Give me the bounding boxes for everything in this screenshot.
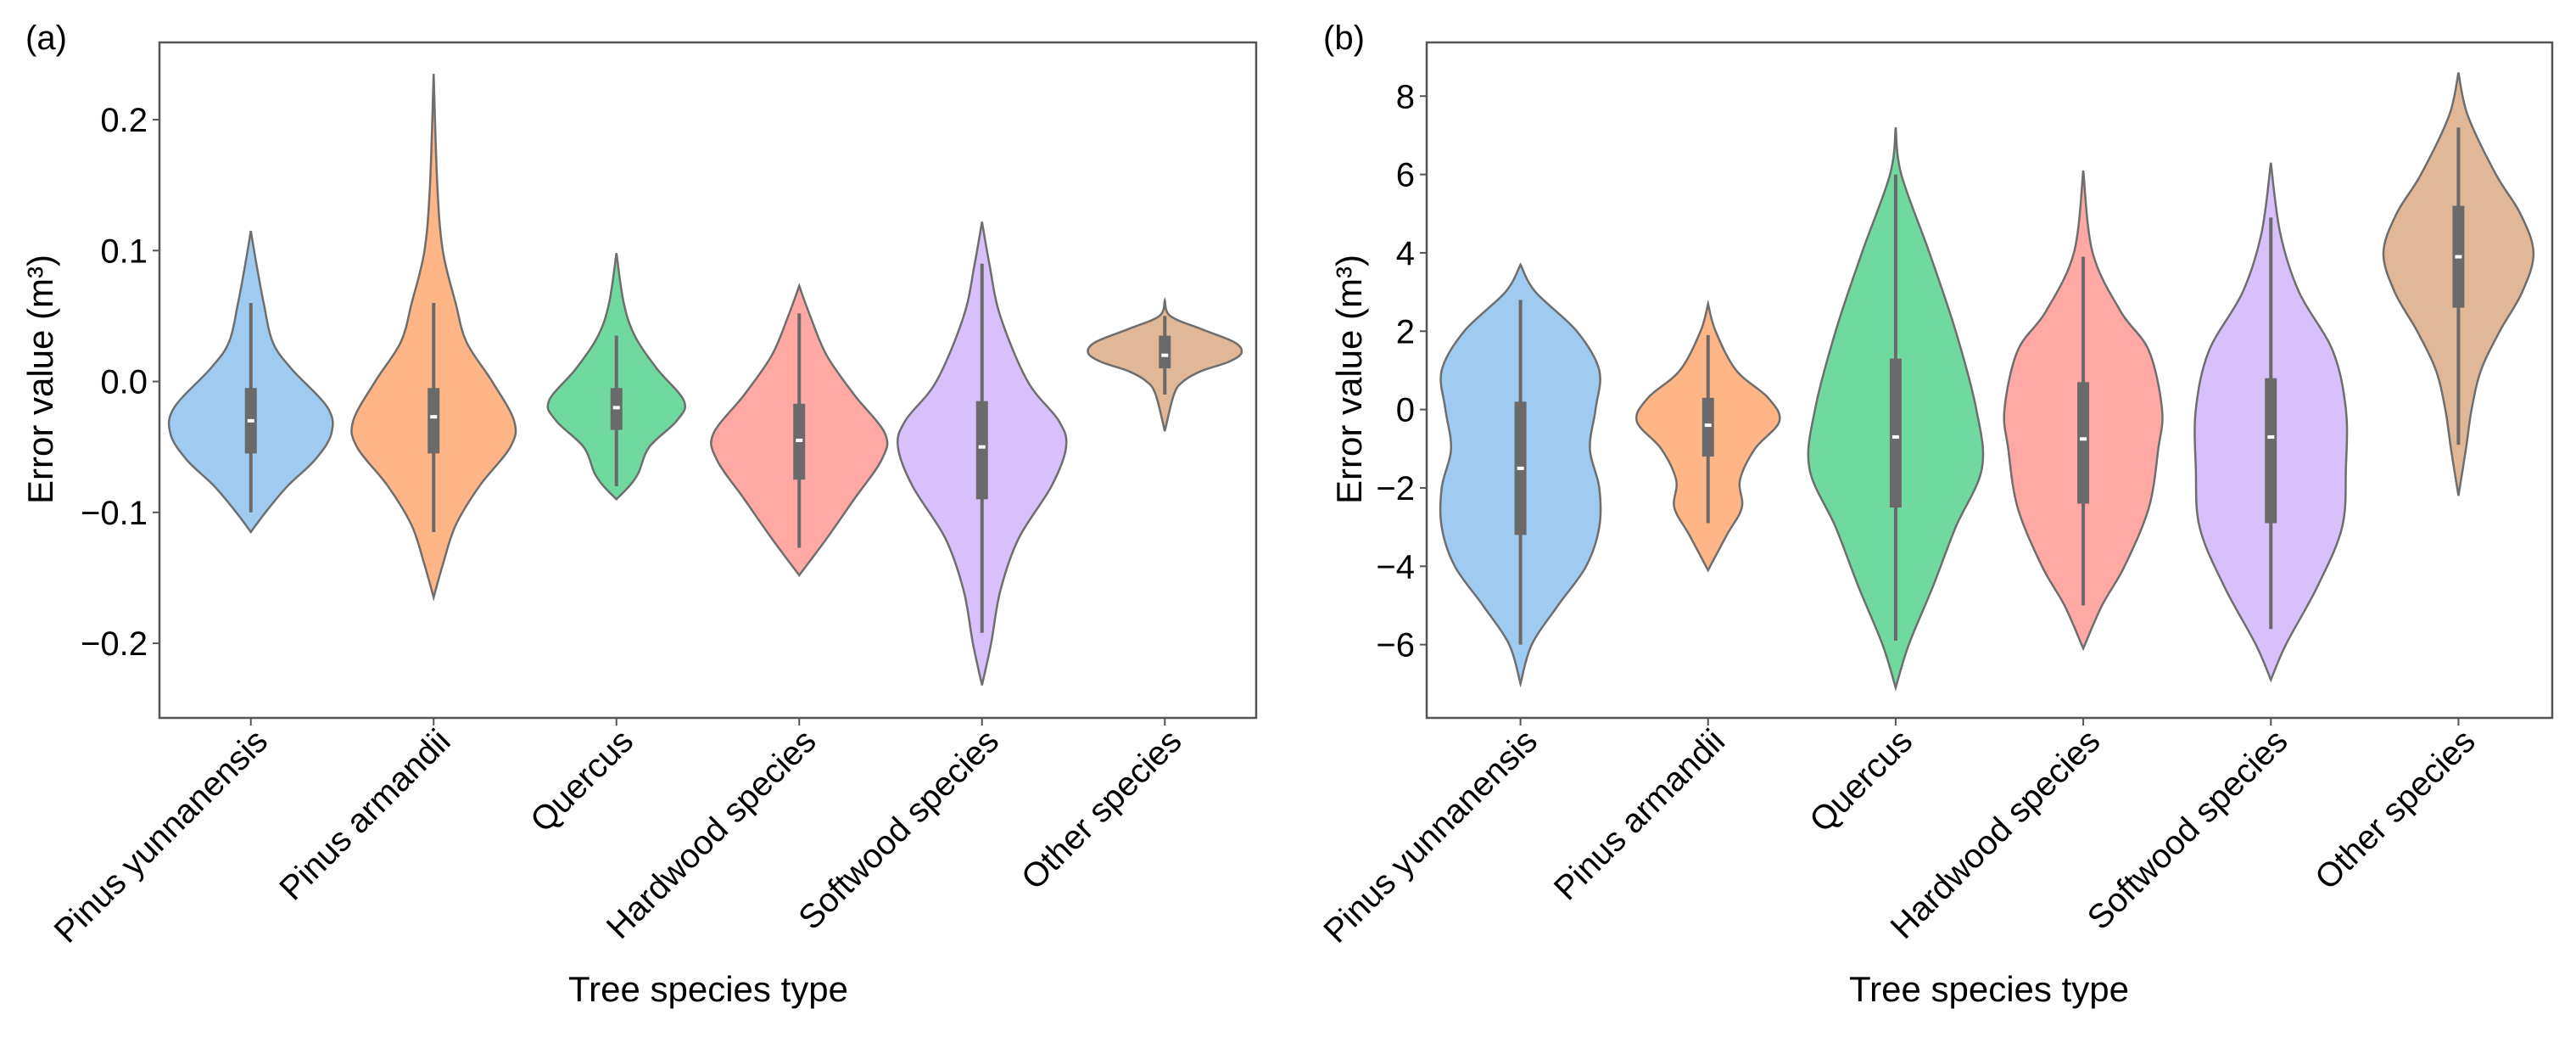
y-tick-label: −4	[1376, 548, 1415, 586]
panel-a: (a) Error value (m³) Tree species type −…	[20, 20, 1258, 1009]
x-tick-label: Pinus yunnanensis	[1316, 722, 1545, 950]
y-tick-label: −0.1	[81, 495, 148, 532]
x-axis-label: Tree species type	[568, 969, 848, 1009]
panel-label: (a)	[25, 20, 67, 57]
y-tick-label: 2	[1396, 313, 1415, 350]
x-tick-label: Pinus yunnanensis	[47, 722, 276, 950]
x-axis-label: Tree species type	[1849, 969, 2129, 1009]
median-marker	[2455, 255, 2462, 259]
iqr-box	[1702, 397, 1714, 457]
x-tick-label: Pinus armandii	[1547, 722, 1732, 907]
median-marker	[612, 406, 620, 410]
y-tick-label: −2	[1376, 470, 1415, 507]
y-tick-label: 0.1	[100, 233, 148, 270]
y-tick-label: 6	[1396, 157, 1415, 194]
iqr-box	[1889, 358, 1902, 508]
x-tick-label: Softwood species	[2081, 722, 2295, 937]
iqr-box	[2265, 378, 2277, 524]
y-tick-label: −6	[1376, 627, 1415, 664]
x-tick-label: Other species	[2308, 722, 2483, 897]
y-tick-label: 0.2	[100, 102, 148, 139]
axes-frame	[1425, 41, 2554, 720]
y-tick-label: 0.0	[100, 364, 148, 401]
x-tick-label: Softwood species	[791, 722, 1006, 937]
median-marker	[430, 415, 438, 419]
median-marker	[247, 418, 254, 423]
iqr-box	[427, 388, 440, 454]
median-marker	[2267, 434, 2275, 439]
y-axis-label: Error value (m³)	[20, 255, 60, 504]
iqr-box	[975, 401, 988, 500]
panel-label: (b)	[1323, 20, 1365, 57]
y-tick-label: −0.2	[81, 625, 148, 663]
y-tick-label: 4	[1396, 235, 1415, 272]
panel-b: (b) Error value (m³) Tree species type −…	[1316, 20, 2554, 1009]
median-marker	[1517, 466, 1524, 470]
median-marker	[1704, 423, 1712, 428]
median-marker	[796, 438, 803, 442]
median-marker	[978, 445, 986, 449]
y-tick-label: 8	[1396, 78, 1415, 115]
x-tick-label: Quercus	[1802, 722, 1919, 839]
y-axis-label: Error value (m³)	[1329, 255, 1369, 504]
y-tick-label: 0	[1396, 392, 1415, 429]
x-tick-label: Other species	[1014, 722, 1189, 897]
axes-frame	[158, 41, 1258, 720]
median-marker	[2080, 437, 2087, 441]
iqr-box	[2077, 382, 2090, 504]
iqr-box	[1159, 335, 1171, 369]
median-marker	[1161, 353, 1169, 357]
x-tick-label: Quercus	[523, 722, 640, 839]
median-marker	[1891, 434, 1899, 439]
x-tick-label: Pinus armandii	[272, 722, 457, 907]
x-tick-label: Hardwood species	[1884, 722, 2108, 946]
